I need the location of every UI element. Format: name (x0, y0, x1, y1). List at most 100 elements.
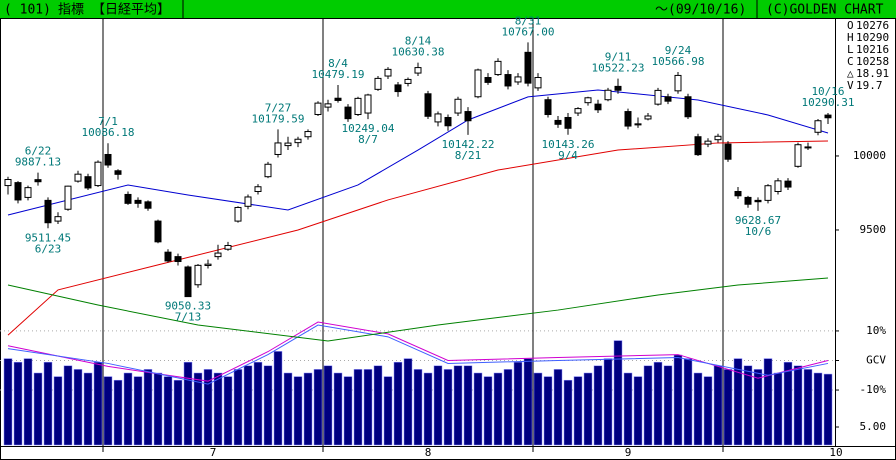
annotation-date: 9/4 (558, 149, 578, 162)
volume-bar (573, 376, 583, 446)
candle-body (474, 69, 482, 98)
annotation-date: 8/14 (405, 35, 432, 48)
candle-body (294, 138, 302, 144)
annotation-date: 8/21 (455, 149, 482, 162)
volume-bar (773, 372, 783, 446)
volume-bar (43, 361, 53, 446)
candle-body (634, 123, 642, 126)
volume-bar (133, 376, 143, 446)
volume-bar (163, 376, 173, 446)
volume-bar (193, 372, 203, 446)
candle-body (724, 143, 732, 160)
y2-tick-label: -10% (860, 383, 887, 396)
candle-body (134, 199, 142, 204)
moving-average (7, 89, 829, 216)
header-date: ～(09/10/16) (655, 3, 746, 18)
volume-bar (703, 376, 713, 446)
volume-bar (23, 358, 33, 446)
candle-body (144, 201, 152, 209)
candle-body (124, 193, 132, 204)
annotation-price: 10249.04 (342, 122, 395, 135)
volume-bar (263, 365, 273, 446)
annotation-price: 9628.67 (735, 214, 781, 227)
volume-bar (503, 369, 513, 446)
annotation-date: 6/22 (25, 145, 52, 158)
volume-bar (713, 365, 723, 446)
volume-bar (413, 369, 423, 446)
candle-body (574, 108, 582, 114)
volume-bar (523, 358, 533, 446)
volume-bar (343, 376, 353, 446)
annotation-date: 7/1 (98, 115, 118, 128)
volume-bar (323, 365, 333, 446)
x-tick-label: 9 (625, 446, 632, 459)
annotation-price: 10142.22 (442, 138, 495, 151)
volume-bar (803, 369, 813, 446)
annotation-price: 10143.26 (542, 138, 595, 151)
annotation-price: 10179.59 (252, 112, 305, 125)
moving-average (7, 140, 829, 336)
volume-bar (83, 372, 93, 446)
header-index: 【日経平均】 (92, 3, 170, 18)
annotation-price: 10479.19 (312, 68, 365, 81)
candle-body (164, 251, 172, 262)
info-label: C (847, 55, 854, 68)
x-tick-label: 7 (210, 446, 217, 459)
volume-bar (383, 376, 393, 446)
candle-body (384, 68, 392, 77)
candle-body (544, 99, 552, 116)
y-tick-label: 10000 (853, 149, 886, 162)
info-value: 10290 (856, 31, 889, 44)
volume-bar (513, 361, 523, 446)
annotation-date: 10/16 (811, 85, 844, 98)
candle-body (754, 199, 762, 203)
volume-bar (253, 361, 263, 446)
candle-body (654, 89, 662, 105)
candle-body (554, 119, 562, 125)
volume-bar (553, 369, 563, 446)
annotation-date: 9/24 (665, 44, 692, 57)
candle-body (504, 74, 512, 87)
info-value: 18.91 (856, 67, 889, 80)
volume-bar (123, 372, 133, 446)
candle-body (644, 115, 652, 120)
info-label: △ (847, 67, 854, 80)
info-value: 10216 (856, 43, 889, 56)
candle-body (354, 97, 362, 116)
candle-body (584, 97, 592, 104)
candle-body (614, 85, 622, 91)
volume-bar (743, 365, 753, 446)
candle-body (44, 199, 52, 224)
moving-average (7, 277, 829, 342)
candle-body (774, 180, 782, 192)
volume-bar (333, 372, 343, 446)
info-value: 10276 (856, 19, 889, 32)
volume-bar (533, 372, 543, 446)
volume-bar (113, 379, 123, 446)
volume-bar (203, 369, 213, 446)
volume-bar (3, 358, 13, 446)
header-label: 指標 (58, 3, 84, 18)
volume-bar (463, 365, 473, 446)
volume-bar (73, 369, 83, 446)
volume-bar (623, 372, 633, 446)
y2-tick-label: 10% (866, 324, 886, 337)
y2-tick-label: GCV (866, 353, 886, 366)
candle-body (204, 263, 212, 267)
candle-body (564, 116, 572, 129)
volume-bar (363, 369, 373, 446)
candle-body (414, 67, 422, 74)
candle-body (594, 103, 602, 111)
candle-body (484, 77, 492, 83)
y-tick-label: 9500 (860, 223, 887, 236)
volume-bar (633, 376, 643, 446)
candle-body (214, 252, 222, 258)
volume-bar (563, 379, 573, 446)
volume-bar (643, 365, 653, 446)
candle-body (264, 163, 272, 178)
candle-body (244, 196, 252, 207)
candle-body (84, 176, 92, 189)
annotation-price: 9050.33 (165, 300, 211, 313)
annotation-price: 9511.45 (25, 231, 71, 244)
